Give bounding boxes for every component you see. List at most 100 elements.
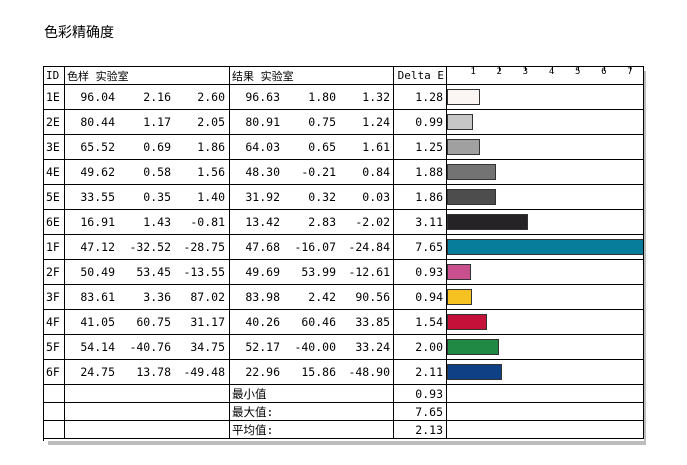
delta-e-value: 1.25 <box>394 135 447 160</box>
x-tick <box>629 67 631 71</box>
row-id: 2F <box>44 260 65 285</box>
delta-e-value: 1.28 <box>394 85 447 110</box>
summary-blank <box>447 403 644 421</box>
result-lab-value: 0.65 <box>308 140 336 154</box>
x-tick-label: 6 <box>601 67 607 77</box>
result-lab: 13.42 2.83 -2.02 <box>230 210 394 235</box>
summary-blank <box>447 421 644 439</box>
delta-e-value: 0.99 <box>394 110 447 135</box>
result-lab-value: -2.02 <box>355 215 390 229</box>
bar-cell <box>447 110 644 135</box>
sample-lab-value: 34.75 <box>190 340 225 354</box>
x-tick-label: 5 <box>574 67 581 77</box>
result-lab: 49.69 53.99 -12.61 <box>230 260 394 285</box>
x-tick-label: 2 <box>496 67 502 77</box>
delta-e-value: 1.86 <box>394 185 447 210</box>
sample-lab: 96.04 2.16 2.60 <box>65 85 230 110</box>
delta-e-bar <box>447 89 481 105</box>
sample-lab-value: 13.78 <box>136 365 171 379</box>
sample-lab: 41.05 60.75 31.17 <box>65 310 230 335</box>
result-lab-value: 0.03 <box>362 190 390 204</box>
delta-e-value: 7.65 <box>394 235 447 260</box>
delta-e-value: 1.54 <box>394 310 447 335</box>
summary-value: 7.65 <box>394 403 447 421</box>
result-lab: 64.03 0.65 1.61 <box>230 135 394 160</box>
sample-lab-value: 2.60 <box>197 90 225 104</box>
delta-e-bar <box>447 189 496 205</box>
delta-e-bar <box>447 364 503 380</box>
sample-lab-value: 83.61 <box>80 290 115 304</box>
sample-lab-value: 41.05 <box>80 315 115 329</box>
header-id: ID <box>44 67 65 85</box>
sample-lab-value: -32.52 <box>129 240 171 254</box>
result-lab-value: 83.98 <box>245 290 280 304</box>
result-lab: 48.30 -0.21 0.84 <box>230 160 394 185</box>
summary-value: 0.93 <box>394 385 447 403</box>
row-id: 4E <box>44 160 65 185</box>
sample-lab: 83.61 3.36 87.02 <box>65 285 230 310</box>
delta-e-value: 0.93 <box>394 260 447 285</box>
result-lab-value: 33.85 <box>355 315 390 329</box>
row-id: 4F <box>44 310 65 335</box>
result-lab-value: 40.26 <box>245 315 280 329</box>
sample-lab-value: 1.56 <box>197 165 225 179</box>
result-lab-value: 1.24 <box>362 115 390 129</box>
sample-lab-value: 87.02 <box>190 290 225 304</box>
result-lab-value: -16.07 <box>294 240 336 254</box>
result-lab-value: 0.75 <box>308 115 336 129</box>
result-lab-value: 1.80 <box>308 90 336 104</box>
sample-lab: 80.44 1.17 2.05 <box>65 110 230 135</box>
sample-lab-value: 1.40 <box>197 190 225 204</box>
delta-e-bar <box>447 114 473 130</box>
sample-lab-value: 31.17 <box>190 315 225 329</box>
row-id: 3F <box>44 285 65 310</box>
x-tick <box>473 67 475 71</box>
summary-label: 平均值: <box>230 421 394 439</box>
summary-blank <box>65 403 230 421</box>
result-lab-value: 47.68 <box>245 240 280 254</box>
sample-lab-value: 0.58 <box>143 165 171 179</box>
summary-blank <box>447 385 644 403</box>
row-id: 5F <box>44 335 65 360</box>
result-lab-value: -24.84 <box>348 240 390 254</box>
summary-blank <box>44 421 65 439</box>
delta-e-bar <box>447 314 488 330</box>
result-lab-value: 13.42 <box>245 215 280 229</box>
sample-lab-value: 1.86 <box>197 140 225 154</box>
row-id: 3E <box>44 135 65 160</box>
result-lab-value: 49.69 <box>245 265 280 279</box>
sample-lab: 24.75 13.78 -49.48 <box>65 360 230 385</box>
bar-cell <box>447 260 644 285</box>
sample-lab-value: 96.04 <box>80 90 115 104</box>
row-id: 6F <box>44 360 65 385</box>
row-id: 1E <box>44 85 65 110</box>
result-lab-value: 33.24 <box>355 340 390 354</box>
x-tick <box>603 67 605 71</box>
row-id: 2E <box>44 110 65 135</box>
sample-lab-value: 3.36 <box>143 290 171 304</box>
result-lab-value: 1.32 <box>362 90 390 104</box>
delta-e-bar <box>447 164 497 180</box>
result-lab-value: 53.99 <box>301 265 336 279</box>
delta-e-value: 1.88 <box>394 160 447 185</box>
result-lab-value: 52.17 <box>245 340 280 354</box>
x-tick-label: 7 <box>627 67 633 77</box>
x-tick-label: 1 <box>470 67 476 77</box>
summary-blank <box>65 385 230 403</box>
result-lab: 96.63 1.80 1.32 <box>230 85 394 110</box>
sample-lab-value: 60.75 <box>136 315 171 329</box>
result-lab-value: 60.46 <box>301 315 336 329</box>
result-lab-value: 96.63 <box>245 90 280 104</box>
result-lab-value: 0.32 <box>308 190 336 204</box>
sample-lab-value: 33.55 <box>80 190 115 204</box>
result-lab-value: -48.90 <box>348 365 390 379</box>
sample-lab: 16.91 1.43 -0.81 <box>65 210 230 235</box>
delta-e-bar <box>447 339 500 355</box>
result-lab: 83.98 2.42 90.56 <box>230 285 394 310</box>
x-tick <box>577 67 579 71</box>
row-id: 5E <box>44 185 65 210</box>
result-lab: 47.68 -16.07 -24.84 <box>230 235 394 260</box>
result-lab: 40.26 60.46 33.85 <box>230 310 394 335</box>
sample-lab: 33.55 0.35 1.40 <box>65 185 230 210</box>
